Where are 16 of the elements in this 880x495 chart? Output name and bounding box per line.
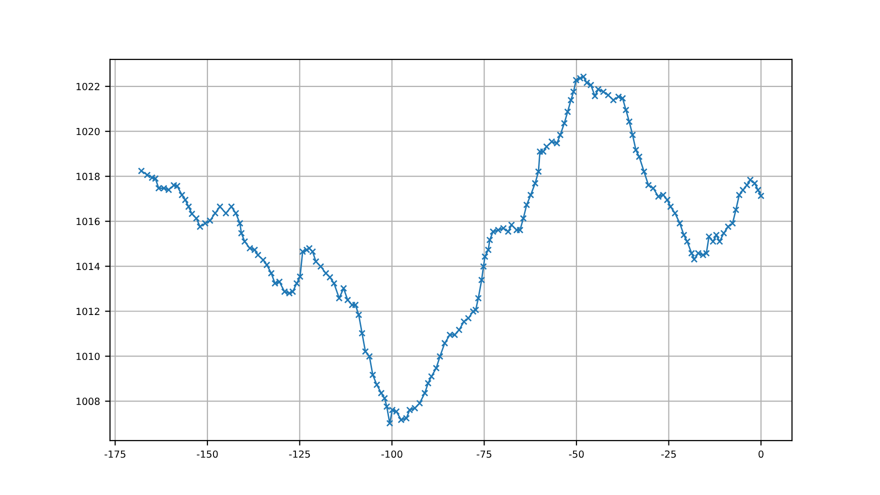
x-tick-label: -75 — [476, 450, 492, 458]
x-tick-label: -50 — [569, 450, 584, 458]
x-tick-label: -150 — [196, 450, 218, 458]
y-tick-label: 1014 — [76, 262, 100, 270]
y-tick-label: 1020 — [76, 128, 100, 136]
x-tick-label: -25 — [661, 450, 676, 458]
x-tick-label: -175 — [104, 450, 126, 458]
y-tick-label: 1022 — [76, 82, 100, 90]
y-tick-label: 1010 — [76, 352, 100, 360]
y-tick-label: 1008 — [76, 398, 100, 406]
y-tick-label: 1018 — [76, 172, 100, 180]
y-tick-label: 1012 — [76, 308, 100, 316]
x-tick-label: -125 — [289, 450, 310, 458]
x-tick-label: 0 — [758, 450, 764, 458]
x-tick-label: -100 — [381, 450, 402, 458]
y-tick-label: 1016 — [76, 218, 100, 226]
